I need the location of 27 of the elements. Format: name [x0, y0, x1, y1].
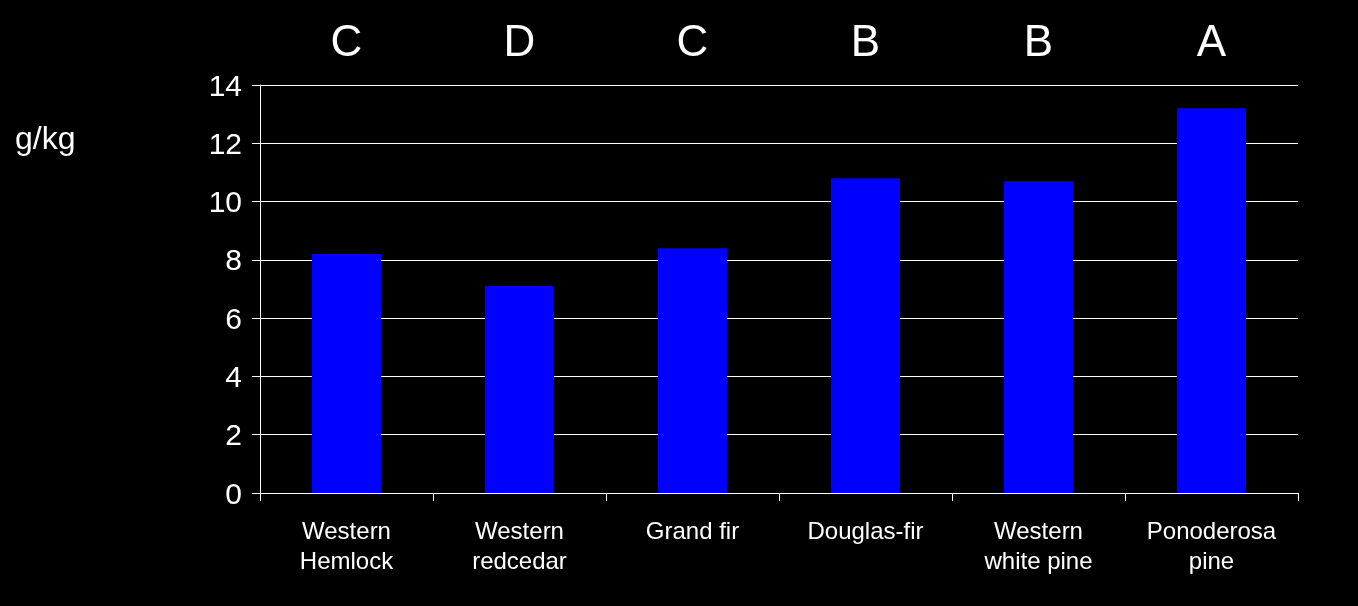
- x-tick-label: Grand fir: [645, 516, 740, 544]
- text: C: [330, 15, 363, 65]
- y-tick-label: 10: [208, 185, 242, 219]
- x-tick-label: Western white pine: [983, 516, 1093, 574]
- text: A: [1196, 15, 1227, 65]
- y-tick-label: 14: [208, 68, 242, 102]
- bar: [1176, 108, 1247, 493]
- text: C: [676, 15, 709, 65]
- y-tick-label: 12: [208, 126, 242, 160]
- y-axis-title: g/kg: [15, 120, 76, 156]
- y-tick-label: 2: [225, 418, 242, 452]
- y-tick-label: 0: [225, 476, 242, 510]
- x-tick-label: Douglas-fir: [807, 516, 924, 544]
- x-tick-label: Western Hemlock: [299, 516, 395, 574]
- bar: [1003, 181, 1074, 493]
- y-tick-label: 4: [225, 359, 242, 393]
- y-tick-label: 6: [225, 301, 242, 335]
- text: B: [1023, 15, 1054, 65]
- bar: [830, 178, 901, 493]
- bar: [311, 254, 382, 493]
- text: D: [503, 15, 536, 65]
- text: B: [850, 15, 881, 65]
- y-tick-label: 8: [225, 243, 242, 277]
- bar: [484, 286, 555, 493]
- bar: [657, 248, 728, 493]
- x-tick-label: Ponoderosa pine: [1146, 516, 1277, 574]
- x-tick-label: Western redcedar: [472, 516, 567, 574]
